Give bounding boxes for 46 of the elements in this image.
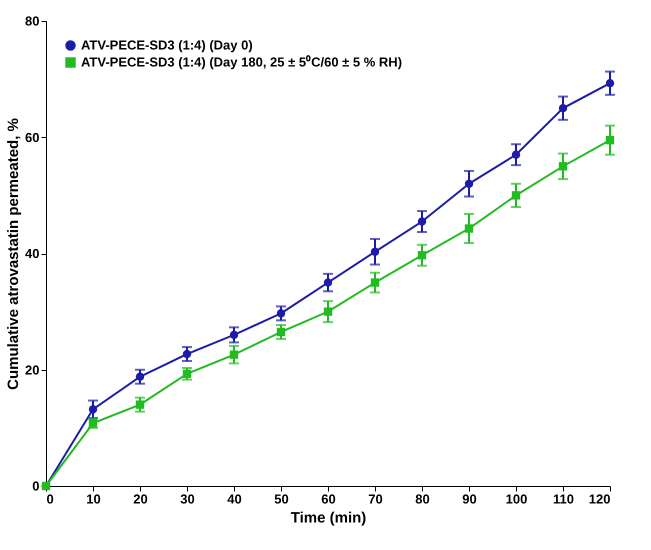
point bbox=[88, 419, 98, 428]
x-tick-label: 50 bbox=[274, 492, 289, 506]
x-tick-label: 100 bbox=[506, 492, 528, 506]
point bbox=[182, 350, 192, 358]
point bbox=[88, 405, 98, 414]
point bbox=[370, 248, 380, 256]
point bbox=[558, 104, 568, 112]
point bbox=[136, 400, 144, 409]
legend-label: ATV-PECE-SD3 (1:4) (Day 0) bbox=[81, 38, 253, 52]
point bbox=[324, 278, 332, 287]
x-axis-title: Time (min) bbox=[290, 510, 366, 526]
point bbox=[230, 350, 238, 359]
x-tick-label: 120 bbox=[588, 492, 610, 506]
point bbox=[324, 307, 332, 316]
point bbox=[512, 150, 520, 159]
point bbox=[606, 79, 614, 88]
y-axis-title: Cumulative atrovastatin permeated, % bbox=[5, 118, 22, 390]
point bbox=[276, 309, 286, 318]
point bbox=[606, 136, 614, 144]
x-tick-label: 90 bbox=[462, 492, 477, 506]
x-tick-label: 40 bbox=[227, 492, 242, 506]
point bbox=[276, 328, 286, 336]
point bbox=[464, 180, 474, 188]
point bbox=[512, 191, 520, 200]
x-tick-label: 0 bbox=[46, 492, 54, 506]
legend-label: ATV-PECE-SD3 (1:4) (Day 180, 25 ± 5⁰C/60 ± 5 % RH) bbox=[81, 54, 402, 70]
x-tick-label: 110 bbox=[553, 492, 574, 506]
point bbox=[136, 372, 144, 381]
y-tick-label: 20 bbox=[25, 362, 40, 378]
x-tick-label: 80 bbox=[415, 492, 430, 506]
y-tick-label: 40 bbox=[25, 246, 40, 261]
x-tick-label: 70 bbox=[368, 492, 383, 506]
point bbox=[182, 370, 192, 378]
x-tick-label: 60 bbox=[321, 492, 336, 506]
point bbox=[230, 330, 238, 340]
point bbox=[418, 251, 426, 260]
y-tick-label: 80 bbox=[25, 14, 40, 28]
point bbox=[418, 217, 426, 226]
point bbox=[558, 162, 568, 170]
point bbox=[464, 224, 474, 233]
x-tick-label: 30 bbox=[180, 492, 195, 506]
y-tick-label: 60 bbox=[25, 130, 40, 145]
point bbox=[370, 278, 380, 287]
x-tick-label: 20 bbox=[133, 492, 148, 506]
x-tick-label: 10 bbox=[86, 492, 101, 506]
y-tick-label: 0 bbox=[32, 478, 40, 494]
